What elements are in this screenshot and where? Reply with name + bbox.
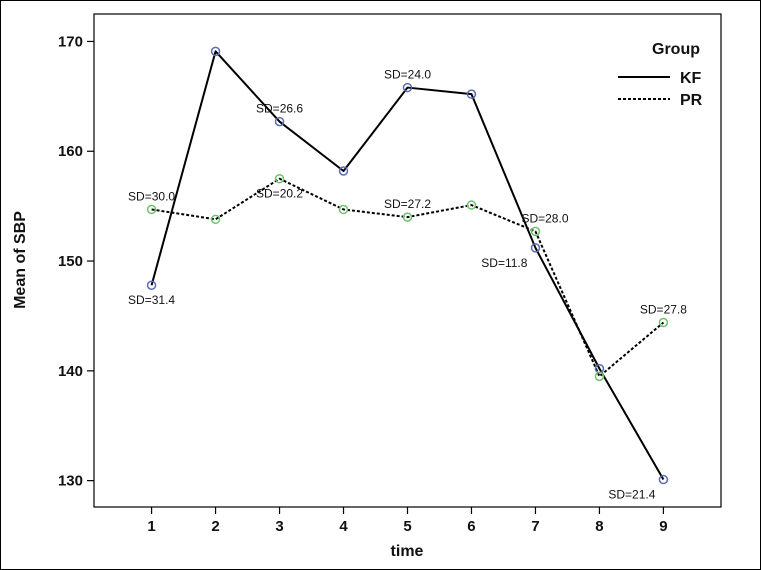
data-point-kf [210,46,221,57]
data-point-pr [146,204,157,215]
x-tick-label: 3 [275,518,283,535]
sd-annotation: SD=11.8 [481,256,527,270]
x-tick-label: 7 [531,518,539,535]
legend-title: Group [652,41,700,58]
sd-annotation: SD=26.6 [256,102,303,116]
data-markers [146,46,669,485]
data-point-kf [274,116,285,127]
sd-annotation: SD=31.4 [128,293,175,307]
sd-annotation: SD=27.8 [640,303,687,317]
tick-marks: 1 2 3 4 5 6 7 8 9 130 140 150 160 170 [58,33,668,535]
y-tick-label: 170 [58,33,83,50]
data-point-pr [402,212,413,222]
legend-label-kf: KF [680,70,702,87]
x-tick-label: 8 [595,518,603,535]
x-tick-label: 6 [467,518,475,535]
x-tick-label: 5 [403,518,411,535]
x-tick-label: 4 [339,518,348,535]
x-tick-label: 9 [659,518,667,535]
x-tick-label: 1 [147,518,155,535]
data-point-kf [658,474,669,485]
y-axis-title: Mean of SBP [12,211,29,309]
series-line-kf [150,50,665,481]
data-point-pr [594,371,605,382]
sd-annotation: SD=21.4 [608,488,655,502]
data-point-pr [338,204,349,215]
series-lines [150,50,665,481]
x-tick-label: 2 [211,518,219,535]
data-point-kf [466,89,477,99]
data-point-kf [530,243,541,253]
y-tick-label: 140 [58,363,83,380]
data-point-pr [466,200,477,210]
data-point-kf [402,82,413,93]
legend: Group KF PR [618,41,703,109]
sd-annotation: SD=30.0 [128,189,175,203]
data-point-kf [338,166,349,176]
sd-annotation: SD=28.0 [521,211,568,225]
data-point-pr [658,317,669,328]
y-tick-label: 150 [58,253,83,270]
data-point-kf [146,280,157,290]
y-tick-label: 130 [58,473,83,490]
sd-annotation: SD=27.2 [384,197,431,211]
y-tick-label: 160 [58,143,83,160]
sd-annotation: SD=20.2 [256,187,303,201]
sd-annotations: SD=31.4 SD=30.0 SD=26.6 SD=20.2 SD=24.0 SD=27… [128,68,687,502]
legend-label-pr: PR [680,92,703,109]
data-point-pr [274,173,285,184]
sd-annotation: SD=24.0 [384,68,431,82]
data-point-pr [210,214,221,225]
data-point-pr [530,226,541,237]
x-axis-title: time [391,543,424,560]
